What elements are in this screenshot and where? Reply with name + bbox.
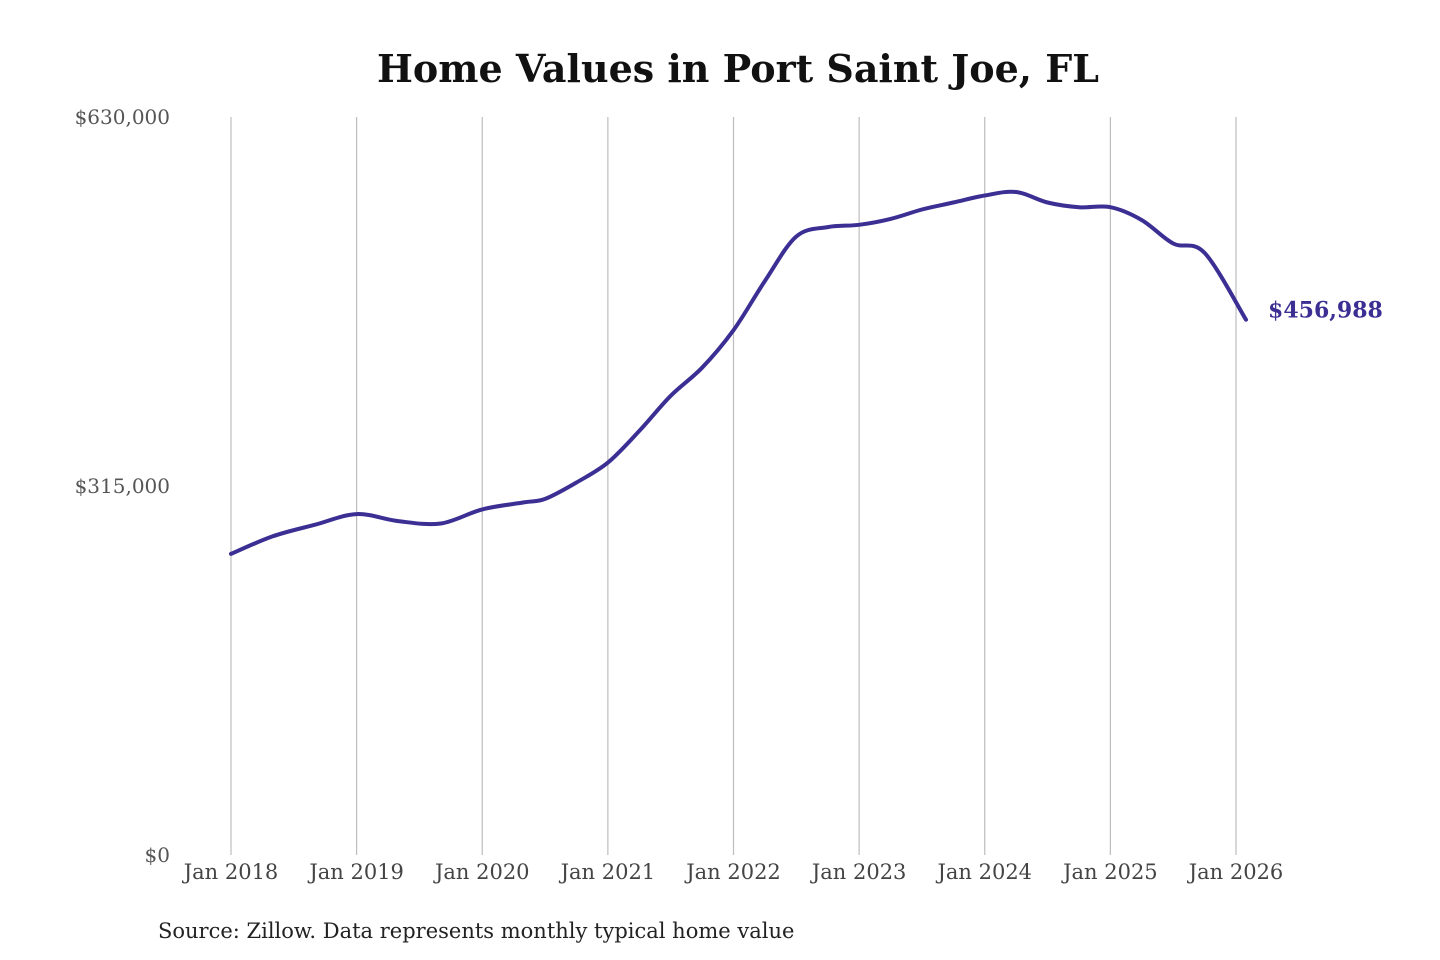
latest-value-label: $456,988 <box>1268 298 1383 324</box>
x-tick-label: Jan 2022 <box>684 860 781 884</box>
y-tick-label: $315,000 <box>75 474 170 498</box>
x-axis-ticks: Jan 2018 Jan 2019 Jan 2020 Jan 2021 Jan 2022… <box>182 860 1284 884</box>
x-tick-label: Jan 2024 <box>935 860 1032 884</box>
x-tick-label: Jan 2026 <box>1187 860 1284 884</box>
x-tick-label: Jan 2021 <box>559 860 656 884</box>
x-tick-label: Jan 2020 <box>433 860 530 884</box>
source-note: Source: Zillow. Data represents monthly … <box>158 919 794 943</box>
chart-title: Home Values in Port Saint Joe, FL <box>377 46 1099 91</box>
home-value-line <box>229 189 1248 556</box>
gridlines <box>230 117 1237 855</box>
x-tick-label: Jan 2023 <box>810 860 907 884</box>
y-tick-label: $0 <box>145 843 170 867</box>
x-tick-label: Jan 2018 <box>182 860 279 884</box>
y-tick-label: $630,000 <box>75 105 170 129</box>
x-tick-label: Jan 2025 <box>1061 860 1158 884</box>
y-axis-ticks: $0 $315,000 $630,000 <box>75 105 170 867</box>
x-tick-label: Jan 2019 <box>307 860 404 884</box>
